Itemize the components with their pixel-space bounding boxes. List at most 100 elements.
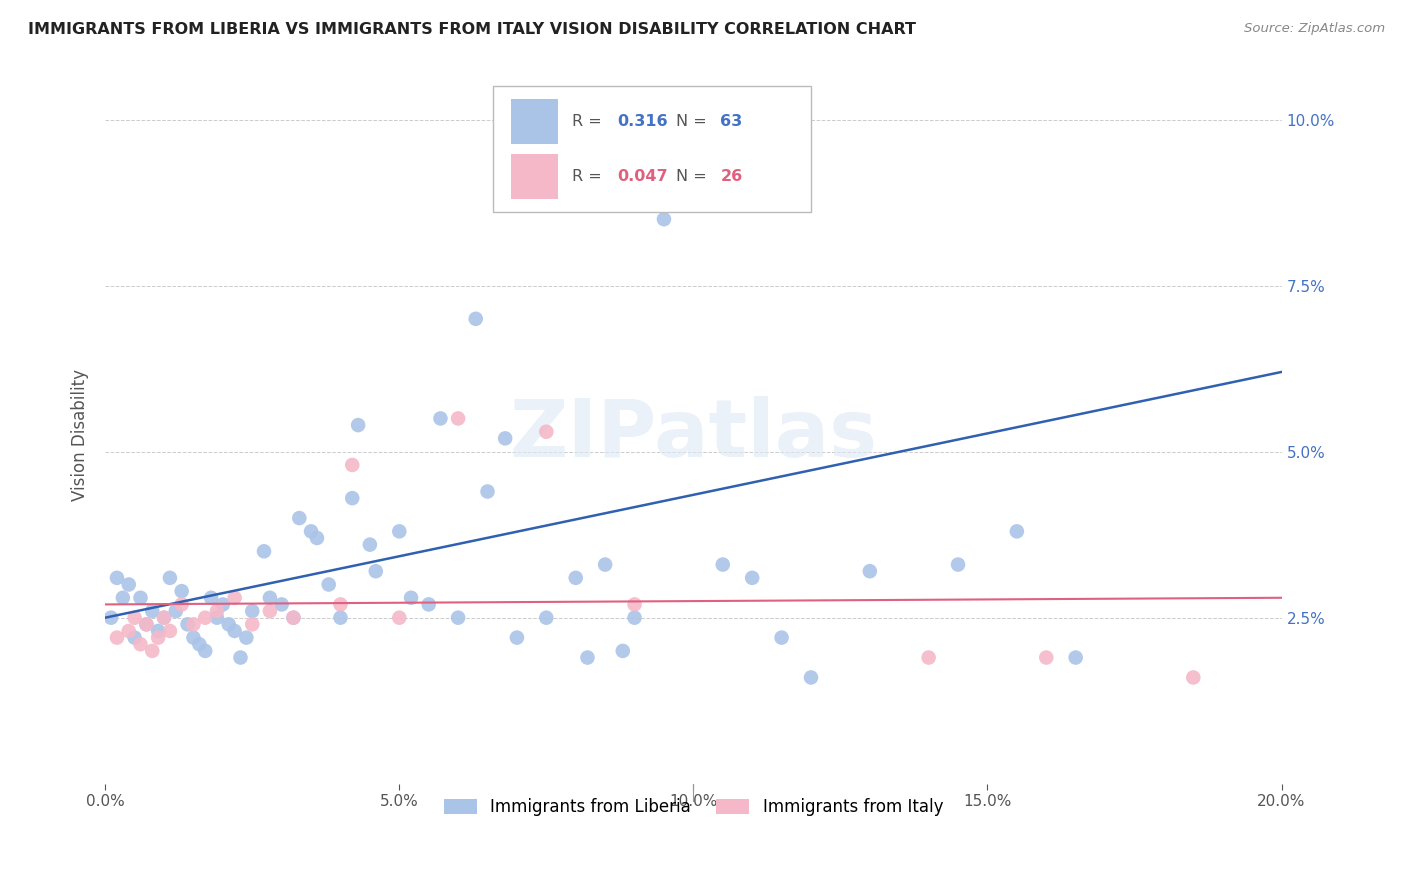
Point <box>240 604 263 618</box>
Point <box>364 564 387 578</box>
Point <box>506 631 529 645</box>
Point <box>153 610 176 624</box>
Point <box>259 604 281 618</box>
Point <box>194 610 217 624</box>
Point <box>176 617 198 632</box>
Point <box>1182 670 1205 684</box>
Text: N =: N = <box>676 114 711 129</box>
Point <box>623 598 645 612</box>
Point <box>100 610 122 624</box>
Point <box>205 610 228 624</box>
Point <box>194 644 217 658</box>
Point <box>564 571 586 585</box>
Point <box>229 650 252 665</box>
Point <box>946 558 969 572</box>
Point <box>153 610 176 624</box>
Point <box>536 610 558 624</box>
Text: 0.316: 0.316 <box>617 114 668 129</box>
Point <box>447 610 470 624</box>
Point <box>135 617 157 632</box>
Point <box>188 637 211 651</box>
Point <box>342 458 364 472</box>
Point <box>141 644 163 658</box>
Text: R =: R = <box>572 114 607 129</box>
Point <box>240 617 263 632</box>
Point <box>129 591 152 605</box>
Point <box>342 491 364 505</box>
Point <box>118 624 141 638</box>
Text: R =: R = <box>572 169 607 185</box>
Point <box>318 577 340 591</box>
Text: N =: N = <box>676 169 711 185</box>
Point <box>235 631 257 645</box>
Point <box>741 571 763 585</box>
Point <box>388 610 411 624</box>
Point <box>612 644 634 658</box>
Point <box>159 571 181 585</box>
Point <box>283 610 305 624</box>
Point <box>652 212 675 227</box>
Point <box>288 511 311 525</box>
Point <box>859 564 882 578</box>
Point <box>536 425 558 439</box>
Point <box>770 631 793 645</box>
Point <box>388 524 411 539</box>
Point <box>259 591 281 605</box>
Point <box>682 192 704 206</box>
Text: 63: 63 <box>720 114 742 129</box>
Text: 0.047: 0.047 <box>617 169 668 185</box>
Point <box>270 598 292 612</box>
Point <box>494 431 516 445</box>
Point <box>623 610 645 624</box>
Y-axis label: Vision Disability: Vision Disability <box>72 369 89 501</box>
Point <box>224 624 246 638</box>
FancyBboxPatch shape <box>494 87 811 212</box>
Point <box>170 584 193 599</box>
Text: Source: ZipAtlas.com: Source: ZipAtlas.com <box>1244 22 1385 36</box>
Point <box>118 577 141 591</box>
Point <box>418 598 440 612</box>
Point <box>200 591 222 605</box>
Point <box>218 617 240 632</box>
Point <box>429 411 451 425</box>
Point <box>593 558 616 572</box>
Point <box>129 637 152 651</box>
Point <box>800 670 823 684</box>
Point <box>305 531 328 545</box>
Point <box>299 524 322 539</box>
Point <box>329 598 352 612</box>
Point <box>165 604 187 618</box>
Point <box>359 538 381 552</box>
Point <box>183 617 205 632</box>
Point <box>347 418 370 433</box>
Point <box>124 631 146 645</box>
Point <box>105 631 128 645</box>
Point <box>111 591 134 605</box>
Point <box>283 610 305 624</box>
Point <box>464 311 486 326</box>
Legend: Immigrants from Liberia, Immigrants from Italy: Immigrants from Liberia, Immigrants from… <box>436 789 952 824</box>
Text: IMMIGRANTS FROM LIBERIA VS IMMIGRANTS FROM ITALY VISION DISABILITY CORRELATION C: IMMIGRANTS FROM LIBERIA VS IMMIGRANTS FR… <box>28 22 917 37</box>
Point <box>447 411 470 425</box>
Point <box>711 558 734 572</box>
Point <box>146 624 169 638</box>
Point <box>135 617 157 632</box>
Point <box>105 571 128 585</box>
Point <box>159 624 181 638</box>
Point <box>329 610 352 624</box>
Point <box>1005 524 1028 539</box>
Point <box>1035 650 1057 665</box>
Point <box>183 631 205 645</box>
FancyBboxPatch shape <box>510 154 558 200</box>
Point <box>146 631 169 645</box>
Text: 26: 26 <box>720 169 742 185</box>
Point <box>141 604 163 618</box>
Point <box>477 484 499 499</box>
Point <box>399 591 422 605</box>
FancyBboxPatch shape <box>510 99 558 145</box>
Text: ZIPatlas: ZIPatlas <box>509 396 877 474</box>
Point <box>253 544 276 558</box>
Point <box>205 604 228 618</box>
Point <box>224 591 246 605</box>
Point <box>917 650 939 665</box>
